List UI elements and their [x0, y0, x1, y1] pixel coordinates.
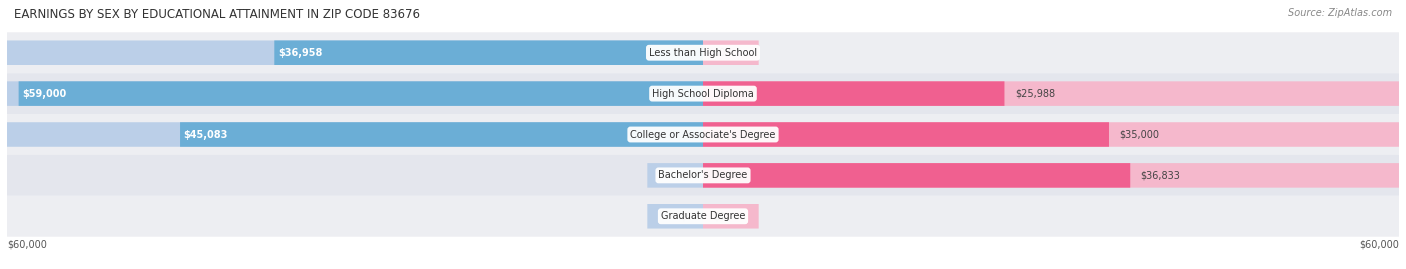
Text: Source: ZipAtlas.com: Source: ZipAtlas.com: [1288, 8, 1392, 18]
FancyBboxPatch shape: [647, 204, 703, 229]
Text: $35,000: $35,000: [1119, 129, 1160, 140]
FancyBboxPatch shape: [703, 122, 1399, 147]
Text: $25,988: $25,988: [1015, 89, 1054, 99]
Text: $36,833: $36,833: [1140, 170, 1181, 180]
FancyBboxPatch shape: [7, 32, 1399, 73]
FancyBboxPatch shape: [703, 81, 1399, 106]
Text: $60,000: $60,000: [7, 240, 46, 250]
FancyBboxPatch shape: [703, 81, 1004, 106]
Text: Less than High School: Less than High School: [650, 48, 756, 58]
FancyBboxPatch shape: [7, 114, 1399, 155]
Text: $60,000: $60,000: [1360, 240, 1399, 250]
FancyBboxPatch shape: [7, 81, 703, 106]
FancyBboxPatch shape: [7, 40, 703, 65]
Text: Graduate Degree: Graduate Degree: [661, 211, 745, 221]
FancyBboxPatch shape: [703, 204, 759, 229]
FancyBboxPatch shape: [703, 163, 1130, 188]
Text: EARNINGS BY SEX BY EDUCATIONAL ATTAINMENT IN ZIP CODE 83676: EARNINGS BY SEX BY EDUCATIONAL ATTAINMEN…: [14, 8, 420, 21]
FancyBboxPatch shape: [703, 163, 1399, 188]
FancyBboxPatch shape: [7, 122, 703, 147]
Text: Bachelor's Degree: Bachelor's Degree: [658, 170, 748, 180]
FancyBboxPatch shape: [18, 81, 703, 106]
Text: College or Associate's Degree: College or Associate's Degree: [630, 129, 776, 140]
Text: High School Diploma: High School Diploma: [652, 89, 754, 99]
FancyBboxPatch shape: [7, 155, 1399, 196]
Text: $0: $0: [681, 211, 693, 221]
FancyBboxPatch shape: [180, 122, 703, 147]
Text: $45,083: $45,083: [184, 129, 228, 140]
Text: $0: $0: [713, 48, 725, 58]
FancyBboxPatch shape: [274, 40, 703, 65]
Text: $59,000: $59,000: [22, 89, 66, 99]
Text: $0: $0: [681, 170, 693, 180]
FancyBboxPatch shape: [703, 122, 1109, 147]
FancyBboxPatch shape: [7, 196, 1399, 237]
FancyBboxPatch shape: [703, 40, 759, 65]
FancyBboxPatch shape: [647, 163, 703, 188]
Text: $0: $0: [713, 211, 725, 221]
Text: $36,958: $36,958: [278, 48, 322, 58]
FancyBboxPatch shape: [7, 73, 1399, 114]
